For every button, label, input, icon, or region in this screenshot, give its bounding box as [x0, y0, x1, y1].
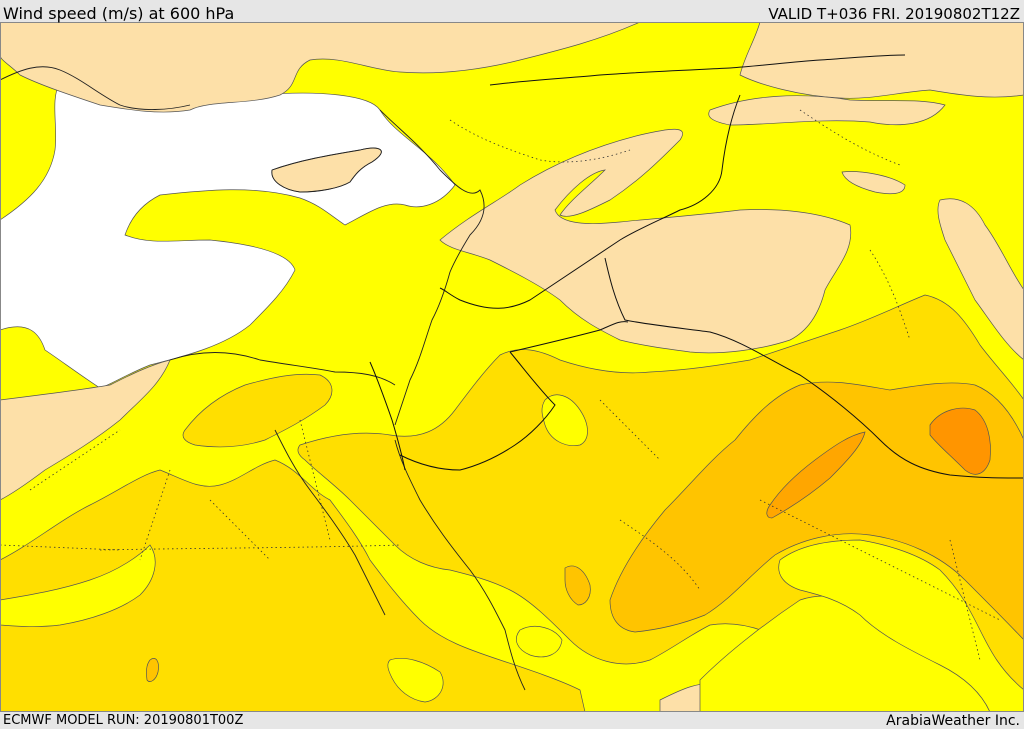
light-wind-region-northeast [739, 22, 1024, 99]
light-wind-region-east [937, 198, 1024, 361]
moderate-wind-region-southwest [0, 459, 586, 712]
map-header: Wind speed (m/s) at 600 hPa VALID T+036 … [0, 0, 1024, 23]
fresh-wind-region [609, 381, 1024, 641]
admin-boundaries [0, 109, 1001, 661]
model-run-label: ECMWF MODEL RUN: 20190801T00Z [3, 713, 244, 728]
weak-pocket-4 [778, 539, 1024, 712]
weak-pocket-5 [387, 658, 444, 703]
strong-wind-region [766, 431, 866, 519]
moderate-wind-region-sinai [182, 373, 333, 448]
coastlines [0, 66, 526, 691]
light-wind-region-central [439, 128, 852, 354]
fresh-wind-spot-2 [146, 658, 159, 682]
light-wind-region-north [0, 22, 641, 113]
map-title: Wind speed (m/s) at 600 hPa [3, 4, 235, 23]
weak-pocket-6 [516, 626, 563, 658]
map-footer: ECMWF MODEL RUN: 20190801T00Z ArabiaWeat… [0, 712, 1024, 729]
strong-wind-region-2 [929, 407, 991, 475]
borders [369, 54, 1024, 479]
credit-label: ArabiaWeather Inc. [886, 713, 1020, 729]
light-wind-region-southwest [0, 359, 171, 501]
valid-time: VALID T+036 FRI. 20190802T12Z [768, 5, 1020, 23]
fresh-wind-spot [564, 565, 591, 606]
light-wind-spot [841, 171, 906, 195]
weak-pocket-2 [0, 544, 156, 627]
wind-speed-map [0, 22, 1024, 712]
